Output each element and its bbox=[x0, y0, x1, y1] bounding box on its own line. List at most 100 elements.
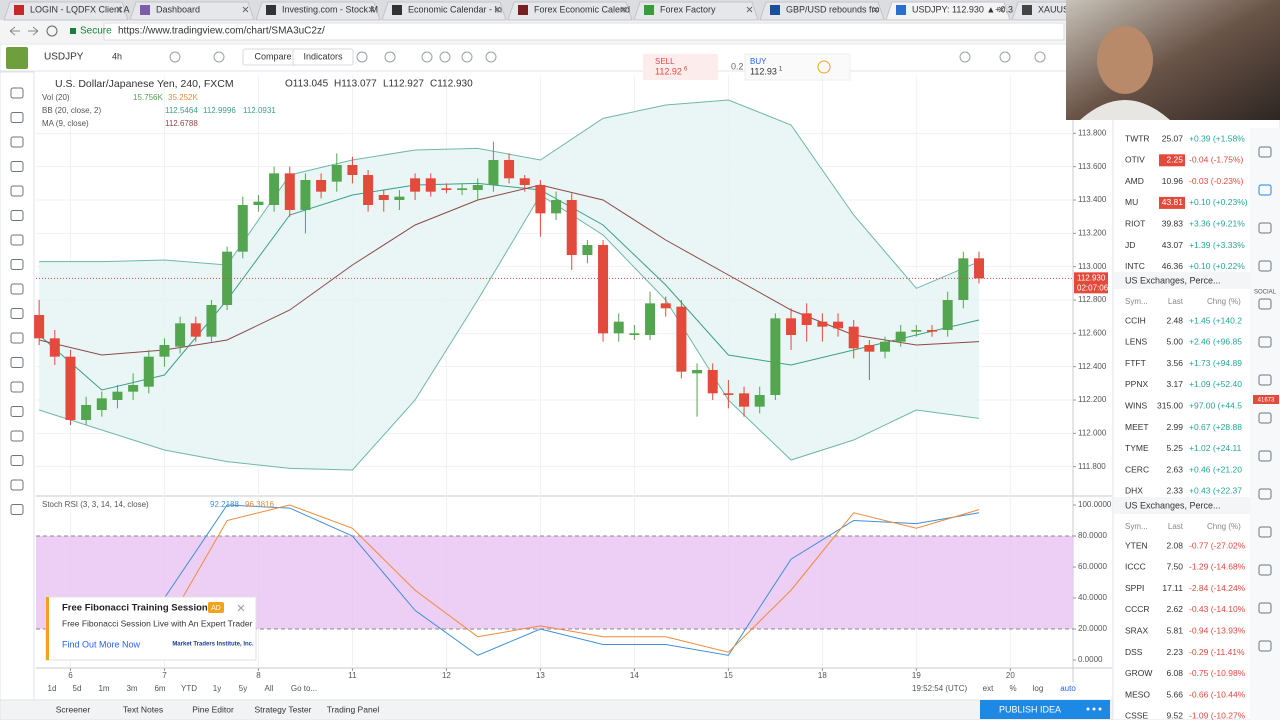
toolbar-icon[interactable] bbox=[384, 51, 396, 63]
drawing-tool[interactable] bbox=[10, 308, 24, 319]
side-icon[interactable] bbox=[1258, 298, 1272, 310]
tab-close[interactable] bbox=[368, 6, 375, 13]
symbol[interactable]: FTFT bbox=[1125, 358, 1146, 368]
drawing-tool[interactable] bbox=[10, 210, 24, 221]
symbol[interactable]: TYME bbox=[1125, 443, 1149, 453]
toolbar-icon[interactable] bbox=[999, 51, 1011, 63]
symbol[interactable]: CCIH bbox=[1125, 315, 1146, 325]
range-button[interactable]: 1d bbox=[48, 684, 57, 693]
side-icon[interactable] bbox=[1258, 222, 1272, 234]
toolbar-icon[interactable] bbox=[169, 51, 181, 63]
last-price[interactable]: 2.63 bbox=[1166, 464, 1183, 474]
bottom-tab[interactable]: Trading Panel bbox=[327, 704, 380, 714]
symbol[interactable]: AMD bbox=[1125, 176, 1144, 186]
symbol[interactable]: CSSE bbox=[1125, 711, 1148, 720]
toolbar-icon[interactable] bbox=[461, 51, 473, 63]
tab-close[interactable] bbox=[620, 6, 627, 13]
last-price[interactable]: 5.25 bbox=[1166, 443, 1183, 453]
tab-title[interactable]: LOGIN - LQDFX Client A bbox=[30, 4, 130, 14]
symbol[interactable]: RIOT bbox=[1125, 218, 1145, 228]
change[interactable]: +1.09 (+52.40 bbox=[1189, 379, 1242, 389]
change[interactable]: +1.02 (+24.11 bbox=[1189, 443, 1242, 453]
toolbar-icon[interactable] bbox=[213, 51, 225, 63]
tab[interactable] bbox=[381, 1, 507, 21]
popup-close[interactable] bbox=[237, 604, 245, 612]
symbol[interactable]: CERC bbox=[1125, 464, 1149, 474]
drawing-tool[interactable] bbox=[10, 283, 24, 295]
toolbar-icon[interactable] bbox=[1034, 51, 1046, 63]
side-icon[interactable] bbox=[1258, 602, 1272, 614]
change[interactable]: -0.75 (-10.98% bbox=[1189, 668, 1246, 678]
toolbar-icon[interactable] bbox=[439, 51, 451, 63]
reload[interactable] bbox=[46, 25, 58, 37]
sell-pip[interactable]: 6 bbox=[684, 67, 688, 73]
tab-title[interactable]: GBP/USD rebounds fro bbox=[786, 4, 880, 14]
drawing-tool[interactable] bbox=[10, 406, 24, 417]
sell-price[interactable]: 112.92 bbox=[655, 66, 682, 76]
last-price[interactable]: 2.62 bbox=[1166, 604, 1183, 614]
change[interactable]: +3.36 (+9.21% bbox=[1189, 218, 1245, 228]
last-price[interactable]: 43.07 bbox=[1162, 240, 1184, 250]
indicators[interactable]: Indicators bbox=[303, 51, 343, 61]
toolbar-icon[interactable] bbox=[421, 51, 433, 63]
drawing-tool[interactable] bbox=[10, 332, 24, 344]
side-icon[interactable] bbox=[1258, 526, 1272, 538]
side-icon[interactable] bbox=[1258, 488, 1272, 500]
tab[interactable] bbox=[3, 1, 129, 21]
side-icon[interactable] bbox=[1258, 412, 1272, 424]
symbol[interactable]: ICCC bbox=[1125, 562, 1146, 572]
tab-title[interactable]: Dashboard bbox=[156, 4, 200, 14]
last-price[interactable]: 2.25 bbox=[1166, 155, 1183, 165]
tab-close[interactable] bbox=[998, 6, 1005, 13]
drawing-tool[interactable] bbox=[10, 381, 24, 393]
last-price[interactable]: 5.00 bbox=[1166, 337, 1183, 347]
symbol[interactable]: GROW bbox=[1125, 668, 1152, 678]
tab-title[interactable]: Investing.com - Stock M bbox=[282, 4, 378, 14]
last-price[interactable]: 6.08 bbox=[1166, 668, 1183, 678]
drawing-tool[interactable] bbox=[10, 112, 24, 123]
nav-buttons[interactable] bbox=[9, 26, 39, 36]
drawing-tool[interactable] bbox=[10, 185, 24, 197]
change[interactable]: -2.84 (-14.24% bbox=[1189, 583, 1246, 593]
side-icon[interactable] bbox=[1258, 640, 1272, 652]
change[interactable]: +0.67 (+28.88 bbox=[1189, 422, 1242, 432]
drawing-tool[interactable] bbox=[10, 136, 24, 148]
last-price[interactable]: 39.83 bbox=[1162, 218, 1184, 228]
drawing-tool[interactable] bbox=[10, 430, 24, 442]
tab[interactable] bbox=[255, 1, 381, 21]
change[interactable]: +0.46 (+21.20 bbox=[1189, 464, 1242, 474]
change[interactable]: +1.39 (+3.33% bbox=[1189, 240, 1245, 250]
change[interactable]: -1.09 (-10.27% bbox=[1189, 711, 1246, 720]
symbol[interactable]: MU bbox=[1125, 197, 1138, 207]
change[interactable]: -0.94 (-13.93% bbox=[1189, 625, 1246, 635]
bottom-tab[interactable]: Screener bbox=[56, 704, 91, 714]
side-icon[interactable] bbox=[1258, 184, 1272, 196]
publish-button[interactable] bbox=[980, 700, 1110, 719]
scale-option[interactable]: % bbox=[1009, 684, 1016, 693]
more-dot[interactable] bbox=[1092, 707, 1096, 711]
symbol[interactable]: OTIV bbox=[1125, 155, 1145, 165]
range-button[interactable]: Go to... bbox=[291, 684, 317, 693]
range-button[interactable]: 5d bbox=[73, 684, 82, 693]
symbol[interactable]: YTEN bbox=[1125, 540, 1148, 550]
range-button[interactable]: 6m bbox=[154, 684, 165, 693]
symbol[interactable]: SPPI bbox=[1125, 583, 1144, 593]
watchlist-title[interactable]: US Exchanges, Perce... bbox=[1125, 275, 1221, 285]
side-icon[interactable] bbox=[1258, 450, 1272, 462]
tab[interactable] bbox=[633, 1, 759, 21]
symbol[interactable]: SRAX bbox=[1125, 625, 1148, 635]
bottom-tab[interactable]: Strategy Tester bbox=[254, 704, 311, 714]
last-price[interactable]: 3.17 bbox=[1166, 379, 1183, 389]
popup-link[interactable]: Find Out More Now bbox=[62, 639, 141, 649]
range-button[interactable]: 3m bbox=[126, 684, 137, 693]
toolbar-icon[interactable] bbox=[356, 51, 368, 63]
change[interactable]: -1.29 (-14.68% bbox=[1189, 562, 1246, 572]
tab-close[interactable] bbox=[242, 6, 249, 13]
more-dot[interactable] bbox=[1086, 707, 1090, 711]
scale-option[interactable]: ext bbox=[983, 684, 994, 693]
last-price[interactable]: 7.50 bbox=[1166, 562, 1183, 572]
change[interactable]: +1.73 (+94.89 bbox=[1189, 358, 1242, 368]
symbol[interactable]: MESO bbox=[1125, 689, 1150, 699]
compare[interactable]: Compare bbox=[254, 51, 291, 61]
toolbar-icon[interactable] bbox=[485, 51, 497, 63]
